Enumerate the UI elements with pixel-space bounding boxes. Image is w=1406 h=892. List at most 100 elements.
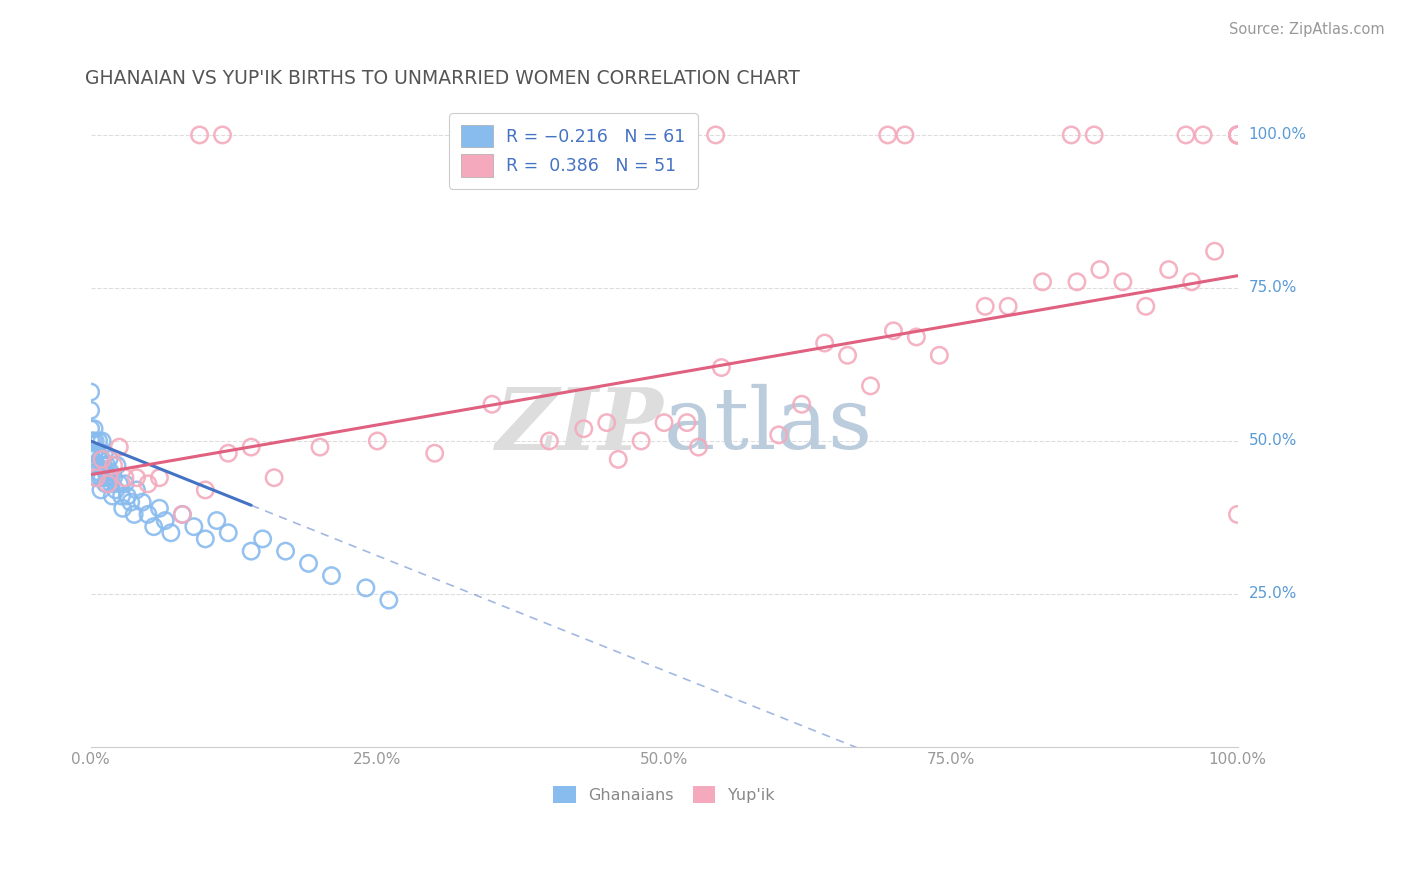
Point <box>194 483 217 497</box>
Point <box>117 489 139 503</box>
Point <box>103 471 125 485</box>
Point <box>263 471 285 485</box>
Point <box>240 440 263 454</box>
Point <box>136 508 159 522</box>
Point <box>905 330 928 344</box>
Point <box>108 476 131 491</box>
Point <box>1066 275 1088 289</box>
Point <box>79 384 101 399</box>
Point <box>110 489 132 503</box>
Point <box>101 489 124 503</box>
Point <box>97 471 120 485</box>
Point <box>86 471 108 485</box>
Point <box>160 525 183 540</box>
Point <box>114 476 136 491</box>
Point <box>82 434 104 448</box>
Point <box>240 544 263 558</box>
Point <box>91 458 114 473</box>
Point <box>100 476 122 491</box>
Point <box>93 446 115 460</box>
Point <box>98 452 121 467</box>
Point <box>1226 128 1249 142</box>
Point <box>89 452 111 467</box>
Point <box>91 471 114 485</box>
Point <box>122 508 145 522</box>
Point <box>1135 299 1157 313</box>
Text: 25.0%: 25.0% <box>1249 586 1296 601</box>
Point <box>1226 128 1249 142</box>
Point <box>111 501 134 516</box>
Point <box>297 557 319 571</box>
Point <box>125 471 148 485</box>
Point <box>997 299 1019 313</box>
Point <box>86 458 108 473</box>
Point <box>211 128 233 142</box>
Point <box>194 532 217 546</box>
Point <box>790 397 813 411</box>
Point <box>83 422 105 436</box>
Point <box>378 593 401 607</box>
Point <box>86 465 108 479</box>
Point <box>974 299 997 313</box>
Point <box>1088 262 1111 277</box>
Point <box>837 348 859 362</box>
Point <box>710 360 733 375</box>
Point <box>768 428 790 442</box>
Point <box>607 452 630 467</box>
Point <box>1060 128 1083 142</box>
Point <box>366 434 388 448</box>
Point <box>125 483 148 497</box>
Point <box>882 324 904 338</box>
Point <box>105 458 128 473</box>
Point <box>928 348 950 362</box>
Point <box>321 568 343 582</box>
Point <box>481 397 503 411</box>
Point <box>1083 128 1105 142</box>
Text: 75.0%: 75.0% <box>1249 280 1296 295</box>
Point <box>676 416 699 430</box>
Point <box>114 471 136 485</box>
Point <box>103 458 125 473</box>
Point <box>1181 275 1204 289</box>
Point <box>86 446 108 460</box>
Point <box>572 422 595 436</box>
Point <box>79 422 101 436</box>
Point <box>1226 128 1249 142</box>
Point <box>1226 128 1249 142</box>
Point <box>89 471 111 485</box>
Point <box>120 495 142 509</box>
Point <box>704 128 727 142</box>
Point <box>1032 275 1054 289</box>
Point <box>148 501 170 516</box>
Point <box>172 508 194 522</box>
Point <box>688 440 710 454</box>
Point <box>136 476 159 491</box>
Point <box>486 128 509 142</box>
Point <box>1174 128 1197 142</box>
Point <box>652 416 675 430</box>
Point <box>1157 262 1180 277</box>
Point <box>91 452 114 467</box>
Text: Source: ZipAtlas.com: Source: ZipAtlas.com <box>1229 22 1385 37</box>
Point <box>96 458 118 473</box>
Point <box>596 416 619 430</box>
Point <box>87 434 110 448</box>
Point <box>97 476 120 491</box>
Point <box>108 440 131 454</box>
Point <box>91 434 114 448</box>
Point <box>131 495 153 509</box>
Point <box>1192 128 1215 142</box>
Point <box>83 446 105 460</box>
Point <box>79 403 101 417</box>
Point <box>1112 275 1135 289</box>
Point <box>354 581 377 595</box>
Text: atlas: atlas <box>664 384 873 467</box>
Point <box>148 471 170 485</box>
Point <box>142 519 165 533</box>
Point <box>205 514 228 528</box>
Point <box>1226 128 1249 142</box>
Point <box>252 532 274 546</box>
Point <box>509 128 531 142</box>
Point <box>423 446 446 460</box>
Legend: Ghanaians, Yup'ik: Ghanaians, Yup'ik <box>547 780 782 810</box>
